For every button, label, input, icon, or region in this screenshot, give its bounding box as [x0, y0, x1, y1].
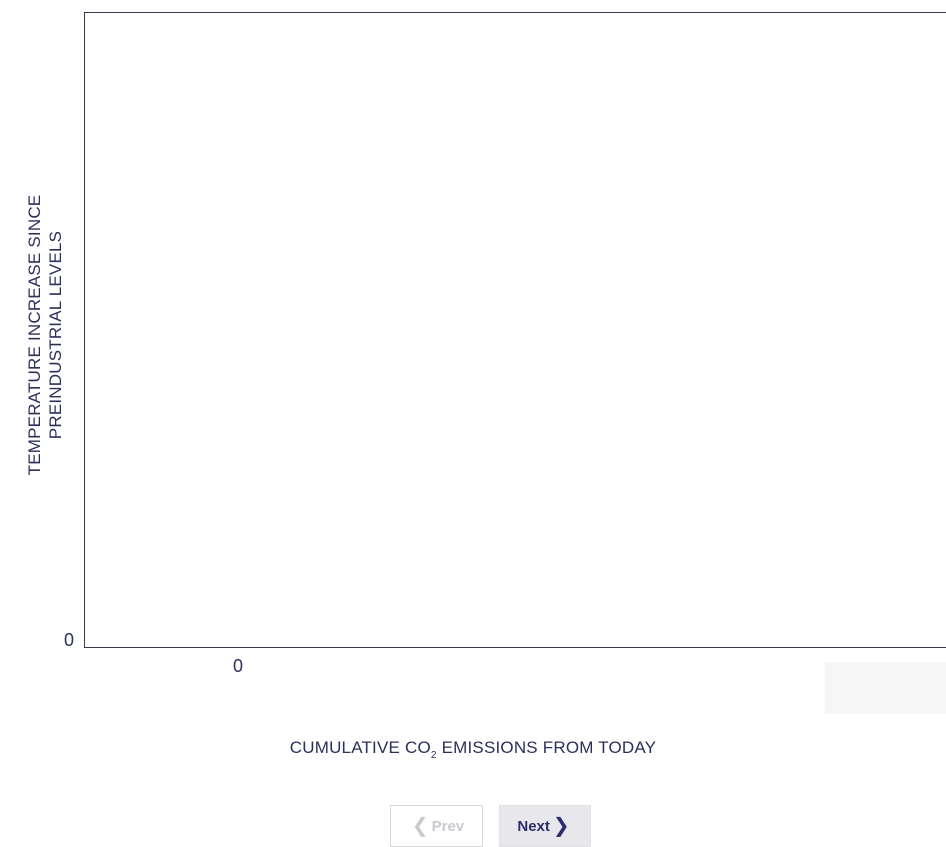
chevron-left-icon: ❮ [411, 815, 429, 837]
step-navigation: ❮ Prev Next ❯ [390, 805, 591, 847]
x-axis-label-subscript: 2 [430, 750, 437, 761]
y-tick-label: 0 [64, 630, 75, 650]
prev-button-label: Prev [431, 817, 465, 835]
next-button[interactable]: Next ❯ [499, 805, 591, 847]
faint-panel [825, 662, 946, 714]
plot-area [84, 12, 946, 648]
y-axis-label-line1: TEMPERATURE INCREASE SINCE [25, 194, 44, 476]
x-axis-label-suffix: EMISSIONS FROM TODAY [436, 738, 657, 757]
y-axis-label: TEMPERATURE INCREASE SINCE PREINDUSTRIAL… [24, 135, 66, 535]
prev-button[interactable]: ❮ Prev [390, 805, 483, 847]
x-axis-label-prefix: CUMULATIVE CO [289, 738, 431, 757]
x-axis-label: CUMULATIVE CO2 EMISSIONS FROM TODAY [0, 738, 946, 761]
x-tick-label: 0 [233, 656, 244, 676]
next-button-label: Next [517, 817, 550, 835]
chevron-right-icon: ❯ [552, 815, 570, 837]
y-axis-label-line2: PREINDUSTRIAL LEVELS [46, 230, 65, 440]
